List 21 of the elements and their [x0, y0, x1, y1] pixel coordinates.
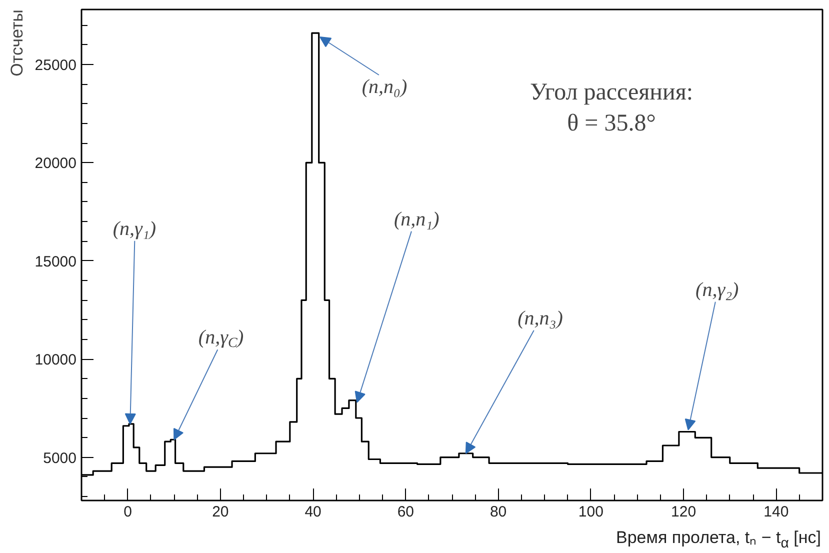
y-tick-label: 15000 [34, 253, 77, 270]
annotation: (n,n₃) [518, 307, 564, 330]
y-tick-label: 25000 [34, 56, 77, 74]
y-tick-label: 10000 [34, 352, 77, 369]
y-tick-label: 5000 [43, 450, 77, 467]
annotation: (n,γ₂) [696, 278, 740, 301]
x-tick-label: 120 [671, 504, 696, 520]
annotation: (n,n₀) [362, 76, 408, 98]
x-tick-label: 80 [490, 504, 507, 520]
annotation: (n,n₁) [394, 208, 440, 230]
x-axis-title: Время пролета, tₙ − t$_{α}$ [нс] [616, 527, 821, 553]
y-tick-label: 20000 [34, 155, 77, 172]
annotation: (n,γ₁) [112, 218, 156, 240]
x-tick-label: 140 [764, 504, 789, 520]
x-tick-label: 0 [124, 504, 132, 520]
annotation: Угол рассеяния: θ = 35.8° [530, 80, 694, 137]
x-tick-label: 100 [578, 504, 604, 520]
x-tick-label: 40 [304, 504, 322, 520]
x-tick-label: 20 [212, 504, 229, 520]
y-axis-title: Отсчеты [8, 9, 26, 76]
x-tick-label: 60 [397, 504, 414, 520]
